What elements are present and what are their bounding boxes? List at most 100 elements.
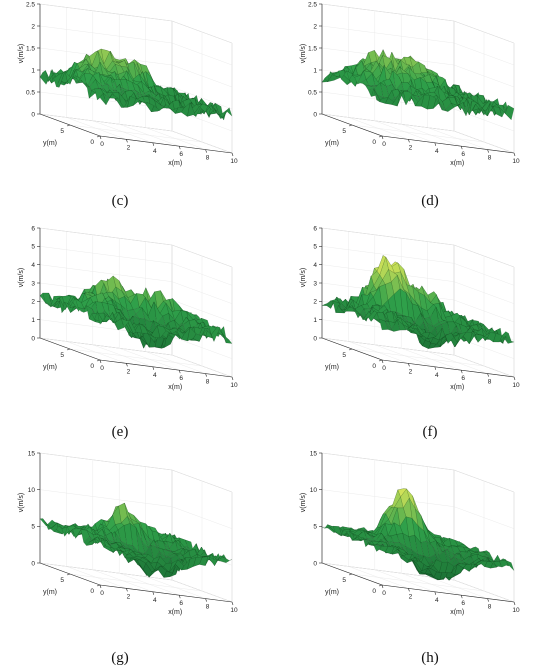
x-tick [513, 601, 516, 606]
z-grid-line [321, 3, 515, 44]
y-grid-line [39, 245, 173, 356]
x-tick-label: 8 [488, 604, 492, 611]
y-tick [378, 135, 383, 138]
y-tick-label: 5 [342, 352, 346, 359]
y-grid-line [351, 481, 485, 592]
z-tick-label: 0 [313, 560, 317, 567]
x-tick [231, 601, 234, 606]
chart-panel-f: 0 2 4 6 8 10 0 5 0 1 2 3 4 5 6 x(m) y(m) v(m/s) (f) [300, 225, 520, 440]
y-tick-label: 0 [372, 363, 376, 370]
y-grid-line [321, 470, 455, 581]
x-axis-label: x(m) [168, 609, 182, 616]
y-grid-line [69, 256, 203, 367]
z-tick-label: 1.5 [26, 45, 35, 52]
x-tick [487, 598, 489, 602]
axes: 0 2 4 6 8 10 0 5 0 1 2 3 4 5 6 x(m) y(m) v(m/s) [18, 225, 238, 391]
x-tick-label: 6 [179, 151, 183, 158]
surface-patch [97, 311, 107, 325]
x-tick [178, 595, 181, 599]
y-tick [66, 573, 71, 576]
z-tick-label: 6 [313, 225, 317, 232]
y-tick [348, 348, 353, 351]
x-tick [178, 370, 181, 374]
x-tick-label: 10 [230, 382, 238, 389]
surface-patch [97, 539, 107, 547]
x-tick-label: 8 [206, 604, 210, 611]
chart-panel-d: 0 2 4 6 8 10 0 5 0 0.5 1 1.5 2 2.5 x(m) y(m) v(m/s) (d) [300, 1, 520, 209]
x-tick [99, 135, 102, 140]
y-grid-line [351, 256, 485, 367]
x-tick [381, 359, 384, 364]
x-tick [152, 591, 155, 595]
z-tick-label: 0.5 [26, 89, 35, 96]
axes: 0 2 4 6 8 10 0 5 0 0.5 1 1.5 2 2.5 x(m) y(m) v(m/s) [300, 1, 520, 167]
x-tick [205, 598, 207, 602]
x-tick [381, 135, 384, 140]
y-grid-line [69, 481, 203, 592]
x-tick-label: 2 [127, 593, 131, 600]
surface-patch [379, 546, 389, 553]
z-tick-label: 15 [310, 450, 318, 457]
y-axis-label: y(m) [325, 364, 339, 371]
x-tick-label: 10 [512, 382, 520, 389]
x-tick-label: 4 [435, 597, 439, 604]
surface [39, 275, 233, 349]
surface-patch [97, 93, 107, 106]
axes: 0 2 4 6 8 10 0 5 0 0.5 1 1.5 2 2.5 x(m) y(m) v(m/s) [18, 1, 238, 167]
x-tick-label: 2 [409, 593, 413, 600]
x-tick-label: 10 [230, 158, 238, 165]
x-tick-label: 0 [100, 141, 104, 148]
x-tick-label: 4 [153, 597, 157, 604]
z-grid-line [39, 25, 233, 66]
x-tick-label: 0 [382, 365, 386, 372]
z-tick-label: 0 [31, 335, 35, 342]
x-grid-line [39, 453, 101, 586]
x-tick-label: 6 [179, 375, 183, 382]
axes: 0 2 4 6 8 10 0 5 0 5 10 15 x(m) y(m) v(m/s) [300, 450, 520, 616]
surface-patch [379, 97, 389, 104]
x-tick-label: 6 [179, 600, 183, 607]
chart-panel-g: 0 2 4 6 8 10 0 5 0 5 10 15 x(m) y(m) v(m/s) (g) [18, 450, 238, 666]
x-tick-label: 0 [382, 590, 386, 597]
x-tick-label: 2 [409, 144, 413, 151]
x-tick [205, 373, 207, 377]
y-tick-label: 5 [342, 577, 346, 584]
surface [321, 255, 515, 349]
x-tick-label: 0 [100, 365, 104, 372]
x-tick [231, 376, 234, 381]
x-tick-label: 8 [488, 155, 492, 162]
x-tick-label: 4 [435, 372, 439, 379]
x-tick [152, 366, 155, 370]
z-tick-label: 0 [31, 111, 35, 118]
z-tick-label: 10 [310, 487, 318, 494]
x-tick [408, 588, 410, 592]
x-tick-label: 6 [461, 151, 465, 158]
x-axis-label: x(m) [450, 160, 464, 167]
y-axis-label: y(m) [43, 589, 57, 596]
x-axis-line [99, 359, 233, 378]
x-tick-label: 2 [127, 368, 131, 375]
chart-panel-e: 0 2 4 6 8 10 0 5 0 1 2 3 4 5 6 x(m) y(m) v(m/s) (e) [18, 225, 238, 440]
x-tick-label: 10 [512, 607, 520, 614]
y-tick [96, 584, 101, 587]
x-tick [126, 588, 128, 592]
z-tick-label: 1 [31, 67, 35, 74]
x-tick [460, 595, 463, 599]
y-axis-label: y(m) [325, 589, 339, 596]
x-tick [99, 359, 102, 364]
y-grid-line [351, 32, 485, 143]
y-axis-label: y(m) [43, 140, 57, 147]
surface-patch [379, 318, 389, 331]
x-tick-label: 8 [488, 379, 492, 386]
panel-label: (c) [112, 193, 129, 209]
z-axis-label: v(m/s) [300, 268, 307, 287]
x-tick-label: 2 [409, 368, 413, 375]
x-axis-line [99, 135, 233, 154]
z-tick-label: 4 [31, 262, 35, 269]
y-tick-label: 0 [90, 139, 94, 146]
y-axis-label: y(m) [325, 140, 339, 147]
x-tick [152, 142, 155, 146]
z-axis-label: v(m/s) [18, 268, 25, 287]
x-grid-line [321, 453, 383, 586]
